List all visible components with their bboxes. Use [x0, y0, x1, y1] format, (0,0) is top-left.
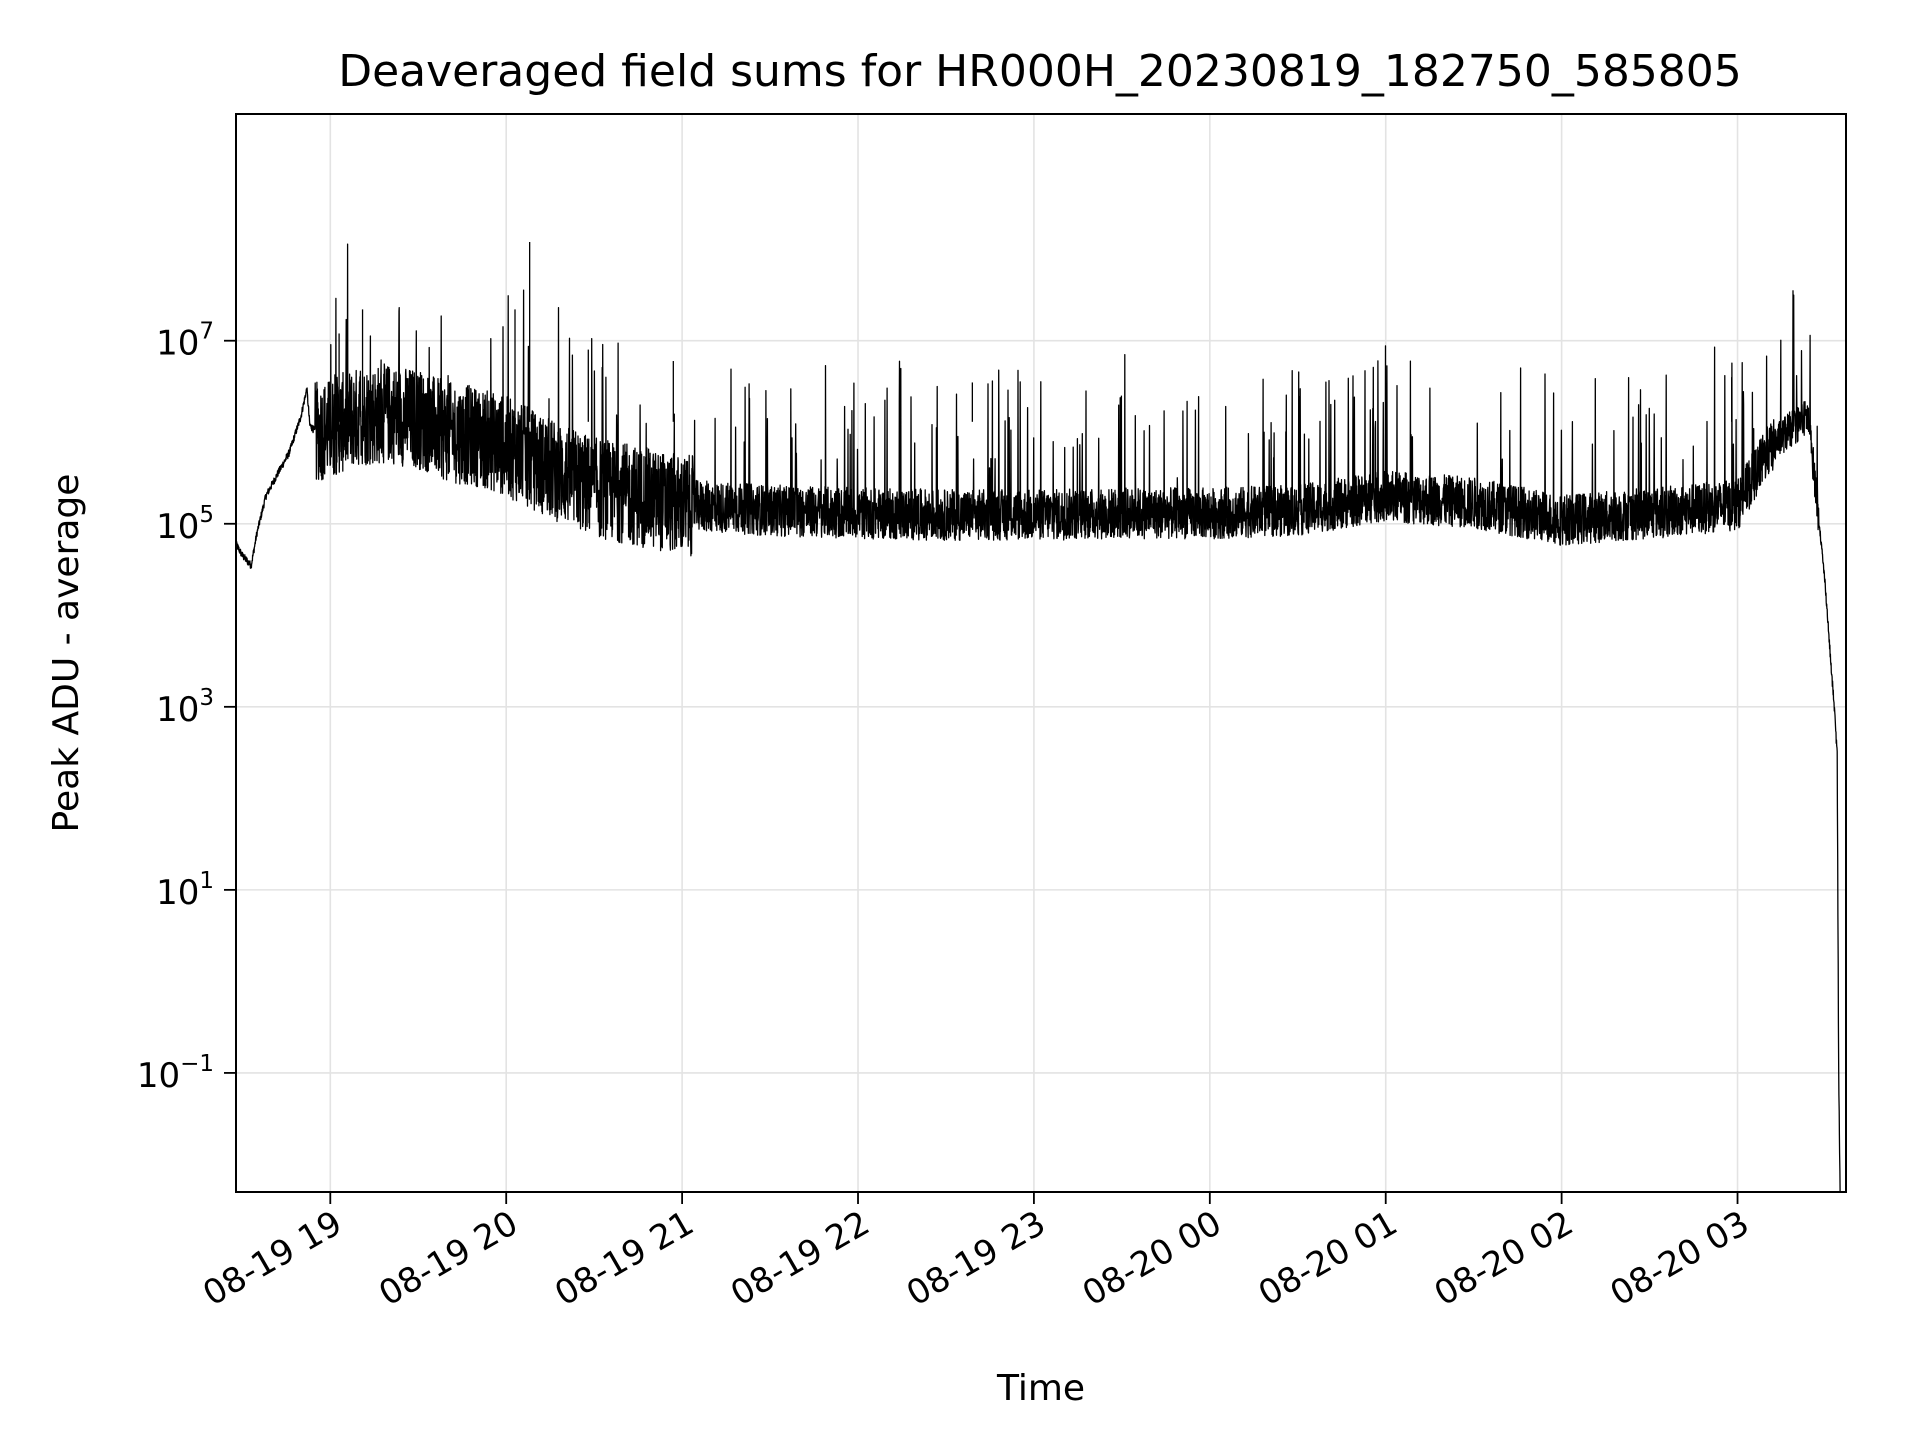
y-tick-label: 10−1	[137, 1051, 214, 1096]
x-tick-label: 08-20 00	[1076, 1203, 1228, 1314]
x-tick-label: 08-19 21	[548, 1203, 700, 1314]
x-tick-label: 08-19 20	[372, 1203, 524, 1314]
x-tick-label: 08-20 02	[1428, 1203, 1580, 1314]
x-tick-label: 08-19 19	[196, 1203, 348, 1314]
y-axis-label: Peak ADU - average	[46, 474, 87, 833]
x-tick-label: 08-20 01	[1252, 1203, 1404, 1314]
axis-ticks: 08-19 19 08-19 20 08-19 21 08-19 22 08-19 23…	[137, 319, 1756, 1315]
series-line	[235, 243, 1841, 1193]
x-tick-label: 08-19 23	[900, 1203, 1052, 1314]
y-tick-label: 105	[156, 502, 214, 547]
grid-lines	[236, 114, 1846, 1192]
y-tick-label: 101	[156, 868, 214, 913]
plot-frame	[235, 113, 1847, 1193]
chart-title: Deaveraged field sums for HR000H_2023081…	[338, 46, 1742, 97]
x-axis-label: Time	[996, 1368, 1085, 1409]
x-tick-label: 08-19 22	[724, 1203, 876, 1314]
y-tick-label: 107	[156, 319, 214, 364]
y-tick-label: 103	[156, 685, 214, 730]
plot-area	[235, 241, 1841, 1193]
x-tick-label: 08-20 03	[1604, 1203, 1756, 1314]
